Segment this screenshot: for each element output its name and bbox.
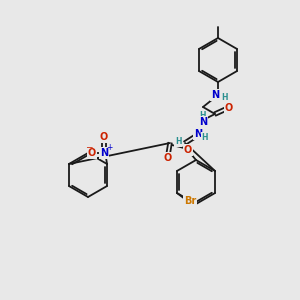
Text: H: H (175, 136, 181, 146)
Text: N: N (100, 148, 108, 158)
Text: H: H (199, 112, 205, 121)
Text: Br: Br (184, 196, 196, 206)
Text: O: O (100, 132, 108, 142)
Text: N: N (194, 129, 202, 139)
Text: H: H (202, 134, 208, 142)
Text: H: H (222, 92, 228, 101)
Text: N: N (199, 117, 207, 127)
Text: O: O (88, 148, 96, 158)
Text: O: O (184, 145, 192, 155)
Text: N: N (211, 90, 219, 100)
Text: +: + (106, 143, 112, 152)
Text: O: O (164, 153, 172, 163)
Text: O: O (225, 103, 233, 113)
Text: −: − (85, 142, 93, 152)
